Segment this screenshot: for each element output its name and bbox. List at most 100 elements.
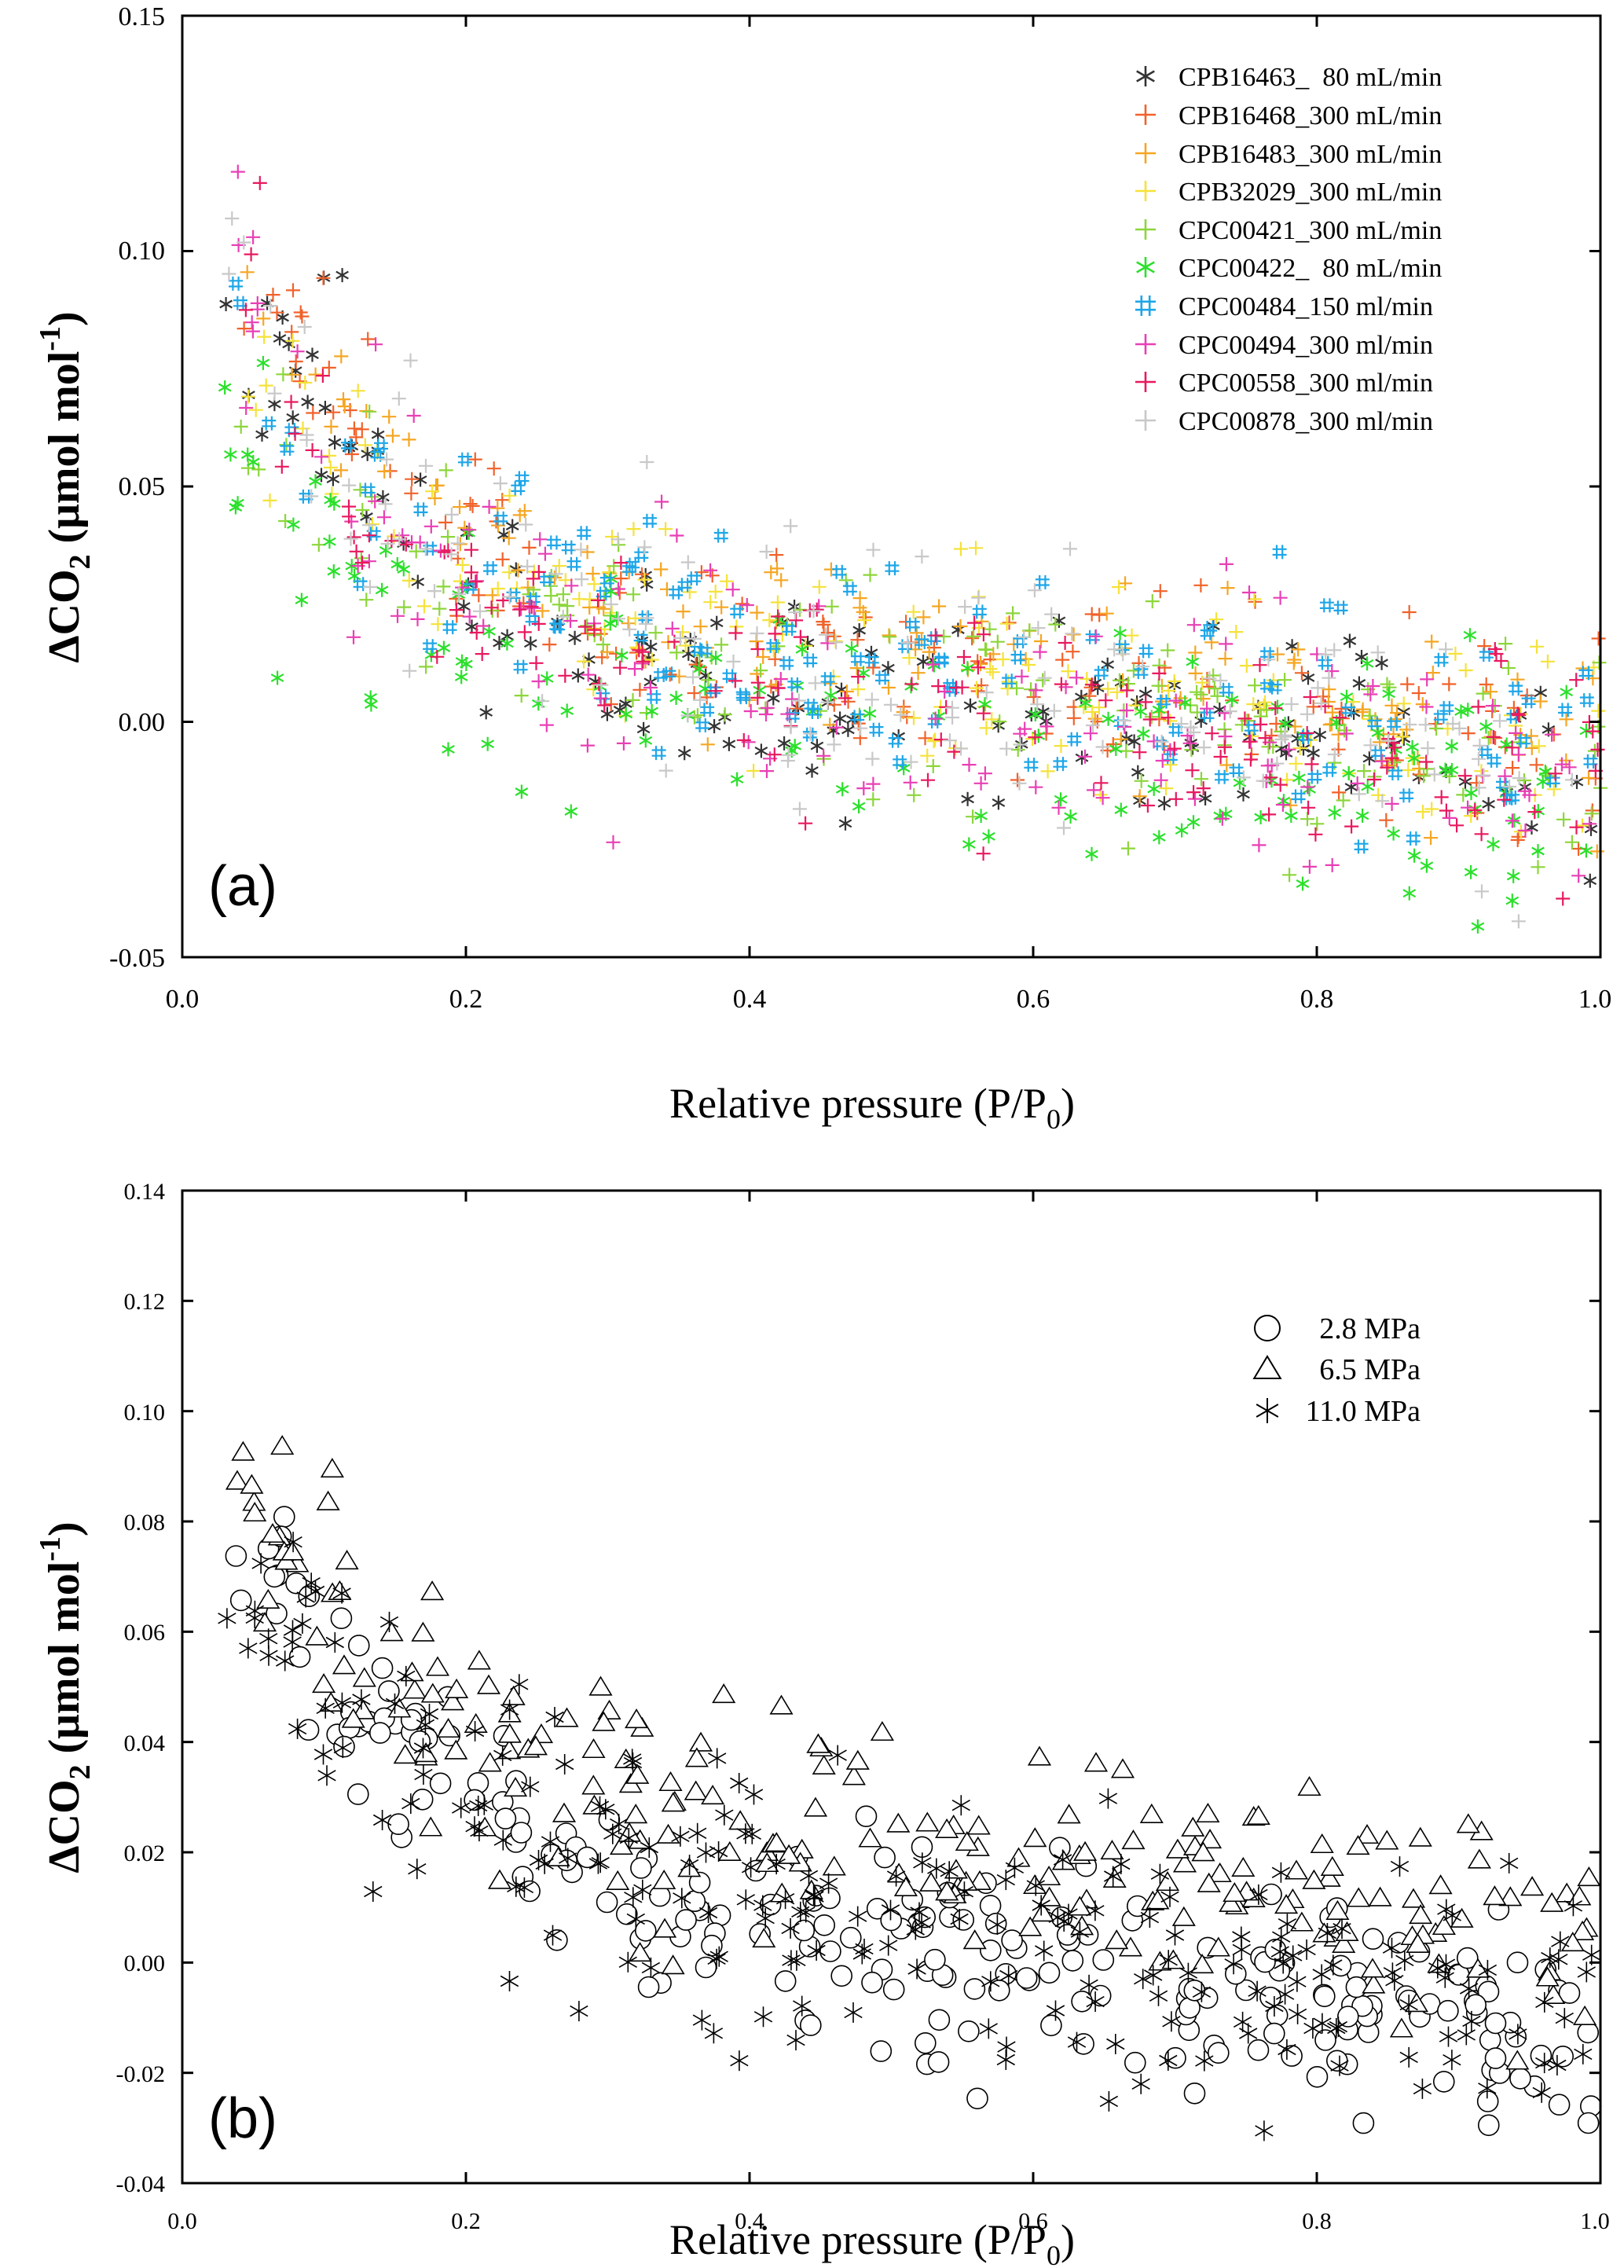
data-point bbox=[1242, 734, 1257, 749]
data-point bbox=[1010, 650, 1025, 665]
data-point bbox=[1172, 1852, 1197, 1873]
data-point bbox=[870, 1720, 894, 1741]
data-point bbox=[1575, 818, 1589, 833]
data-point bbox=[596, 1891, 618, 1914]
data-point bbox=[782, 1950, 801, 1971]
data-point bbox=[390, 556, 405, 571]
data-point bbox=[405, 472, 420, 486]
data-point bbox=[1521, 694, 1536, 709]
data-point bbox=[1132, 745, 1147, 760]
data-point bbox=[999, 741, 1014, 756]
data-point bbox=[256, 311, 271, 326]
panel-b-y-tick-label: 0.08 bbox=[124, 1510, 166, 1536]
data-point bbox=[943, 733, 957, 748]
data-point bbox=[714, 637, 729, 652]
data-point bbox=[935, 1818, 959, 1838]
data-point bbox=[1263, 2022, 1285, 2045]
data-point bbox=[513, 659, 528, 674]
data-point bbox=[1442, 810, 1457, 825]
data-point bbox=[652, 1869, 676, 1890]
data-point bbox=[564, 578, 579, 593]
data-point bbox=[580, 738, 595, 753]
data-point bbox=[501, 530, 516, 545]
data-point bbox=[1468, 803, 1483, 817]
data-point bbox=[965, 631, 980, 646]
data-point bbox=[736, 690, 751, 705]
data-point bbox=[1347, 1887, 1371, 1907]
data-point bbox=[1248, 678, 1263, 693]
data-point bbox=[677, 746, 691, 761]
data-point bbox=[771, 609, 786, 624]
data-point bbox=[1574, 2043, 1593, 2064]
data-point bbox=[379, 1621, 404, 1642]
data-point bbox=[962, 837, 976, 852]
data-point bbox=[1116, 714, 1131, 728]
data-point bbox=[882, 629, 897, 644]
data-point bbox=[688, 1822, 707, 1844]
data-point bbox=[1450, 1907, 1474, 1928]
legend-entry-label: CPC00558_300 ml/min bbox=[1179, 369, 1433, 398]
data-point bbox=[1452, 721, 1467, 736]
data-point bbox=[687, 686, 702, 700]
data-point bbox=[1355, 650, 1369, 664]
data-point bbox=[445, 1678, 469, 1698]
data-point bbox=[362, 404, 377, 419]
data-point bbox=[404, 486, 419, 501]
data-point bbox=[314, 468, 328, 483]
data-point bbox=[346, 629, 361, 644]
data-point bbox=[1265, 1996, 1284, 2017]
data-point bbox=[750, 642, 765, 656]
data-point bbox=[1362, 712, 1377, 726]
data-point bbox=[1302, 859, 1317, 874]
data-point bbox=[1411, 686, 1426, 700]
panel-a-legend: CPB16463_ 80 mL/min CPB16468_300 mL/min … bbox=[1135, 63, 1442, 436]
data-point bbox=[1284, 809, 1298, 823]
data-point bbox=[658, 763, 673, 778]
data-point bbox=[915, 549, 929, 564]
data-point bbox=[1088, 629, 1103, 644]
panel-a-y-axis-label: ΔCO2 (μmol mol-1) bbox=[34, 311, 97, 662]
data-point bbox=[1322, 670, 1336, 685]
data-point bbox=[1160, 710, 1175, 725]
data-point bbox=[669, 691, 683, 705]
data-point bbox=[812, 1754, 836, 1774]
data-point bbox=[1360, 656, 1374, 671]
data-point bbox=[548, 567, 563, 582]
data-point bbox=[637, 572, 652, 587]
data-point bbox=[616, 736, 631, 750]
data-point bbox=[1325, 664, 1340, 678]
data-point bbox=[316, 270, 331, 285]
data-point bbox=[1476, 686, 1490, 701]
data-point bbox=[626, 522, 641, 537]
data-point bbox=[416, 1714, 435, 1735]
data-point bbox=[1379, 813, 1394, 828]
data-point bbox=[1409, 1904, 1433, 1925]
data-point bbox=[1288, 2003, 1307, 2024]
data-point bbox=[482, 499, 497, 514]
data-point bbox=[580, 545, 595, 560]
data-point bbox=[444, 547, 459, 562]
data-point bbox=[1274, 1953, 1292, 1974]
data-point bbox=[865, 751, 880, 766]
data-point bbox=[514, 688, 529, 703]
data-point bbox=[1261, 652, 1276, 667]
data-point bbox=[450, 536, 465, 551]
panel-a-ticks bbox=[181, 14, 1602, 959]
data-point bbox=[995, 652, 1010, 666]
data-point bbox=[1424, 831, 1439, 846]
data-point bbox=[700, 737, 715, 752]
data-point bbox=[955, 1830, 979, 1851]
data-point bbox=[1406, 831, 1421, 846]
data-point bbox=[793, 1919, 816, 1942]
data-point bbox=[852, 591, 867, 606]
data-point bbox=[288, 426, 302, 441]
data-point bbox=[841, 1765, 866, 1785]
data-point bbox=[1384, 796, 1399, 811]
data-point bbox=[1577, 2021, 1599, 2044]
panel-b-y-tick-label: -0.02 bbox=[116, 2061, 166, 2087]
data-point bbox=[402, 663, 417, 678]
data-point bbox=[1001, 1929, 1023, 1951]
data-point bbox=[1362, 1928, 1384, 1950]
data-point bbox=[1210, 688, 1225, 703]
data-point bbox=[771, 639, 786, 654]
